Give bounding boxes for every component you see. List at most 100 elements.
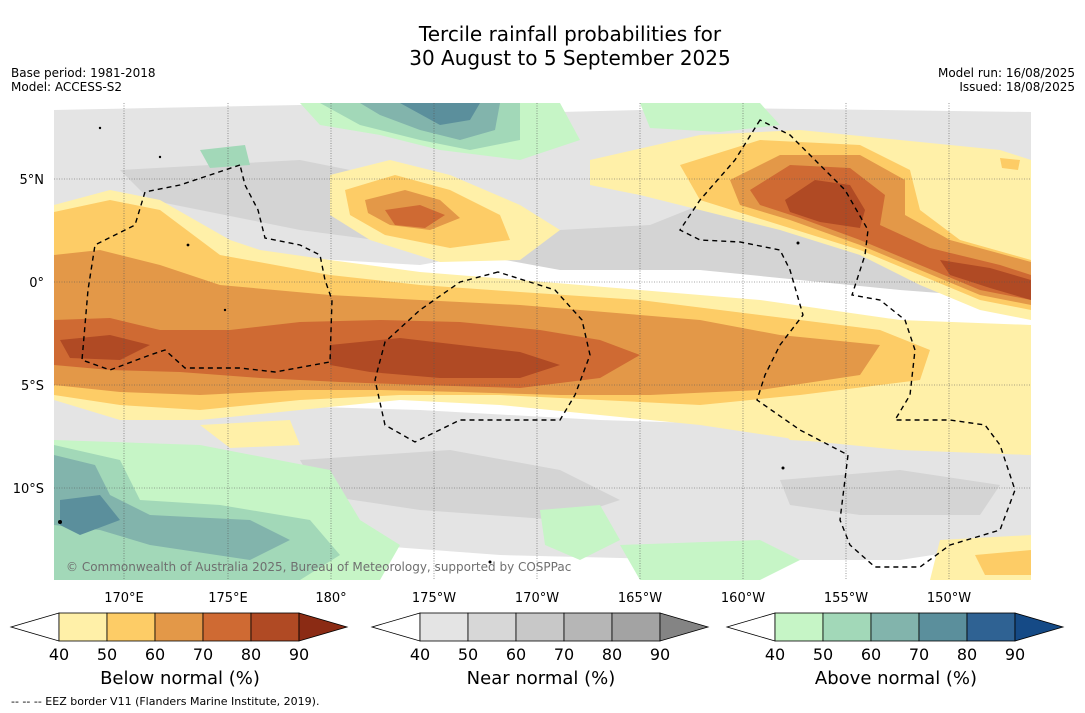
- colorbar-segment: [611, 612, 661, 642]
- model-name: Model: ACCESS-S2: [11, 80, 123, 94]
- colorbar-tick-label: 70: [554, 645, 574, 664]
- near-normal-south-inner: [300, 450, 620, 520]
- colorbar-over-triangle: [659, 612, 710, 642]
- eez-border-kiribati-line: [678, 119, 1016, 568]
- below-normal-southeast-corner-50: [975, 550, 1031, 575]
- above-normal-south-center: [620, 540, 800, 580]
- colorbar-segment: [822, 612, 872, 642]
- lon-label-160w: 160°W: [721, 591, 765, 606]
- colorbar-tick-label: 40: [410, 645, 430, 664]
- below-normal-small-east: [1000, 158, 1020, 170]
- colorbar-segment: [918, 612, 968, 642]
- lon-label-175w: 175°W: [412, 591, 456, 606]
- colorbar-segment: [467, 612, 517, 642]
- colorbar-tick-label: 50: [813, 645, 833, 664]
- lon-label-180: 180°: [315, 591, 346, 606]
- lon-label-150w: 150°W: [927, 591, 971, 606]
- colorbar-title-near: Near normal (%): [466, 668, 616, 689]
- colorbar-segment: [563, 612, 613, 642]
- below-normal-ne-80b: [940, 260, 1031, 300]
- colorbar-segment: [106, 612, 156, 642]
- lon-label-165w: 165°W: [618, 591, 662, 606]
- islands: [58, 126, 800, 564]
- base-period: Base period: 1981-2018: [11, 66, 156, 80]
- colorbar-over-triangle: [1014, 612, 1065, 642]
- colorbar-near-normal: 40 50 60 70 80 90: [370, 612, 710, 664]
- colorbar-segment: [515, 612, 565, 642]
- above-normal-small-north: [200, 145, 250, 168]
- colorbar-segment: [774, 612, 824, 642]
- colorbar-tick-label: 80: [957, 645, 977, 664]
- above-normal-southwest-3: [54, 455, 290, 560]
- colorbar-tick-label: 90: [1005, 645, 1025, 664]
- colorbar-segment: [966, 612, 1016, 642]
- colorbar-segment: [202, 612, 252, 642]
- colorbar-under-triangle: [9, 612, 60, 642]
- colorbar-under-triangle: [725, 612, 776, 642]
- colorbar-tick-label: 50: [458, 645, 478, 664]
- model-run: Model run: 16/08/2025: [937, 66, 1075, 80]
- colorbar-segment: [419, 612, 469, 642]
- above-normal-southwest-4: [60, 495, 120, 535]
- above-normal-northeast: [640, 103, 780, 132]
- island-dot: [796, 241, 800, 245]
- colorbar-tick-label: 40: [765, 645, 785, 664]
- eez-borders: [81, 119, 1016, 568]
- colorbar-tick-label: 70: [909, 645, 929, 664]
- copyright-text: © Commonwealth of Australia 2025, Bureau…: [66, 560, 571, 574]
- eez-border-kiribati-phoenix: [374, 271, 591, 443]
- lon-label-175e: 175°E: [208, 591, 248, 606]
- colorbar-tick-label: 80: [241, 645, 261, 664]
- island-dot: [781, 466, 785, 470]
- lat-label-5s: 5°S: [21, 379, 44, 394]
- island-dot: [488, 560, 492, 564]
- lon-label-170e: 170°E: [104, 591, 144, 606]
- title-line-1: Tercile rainfall probabilities for: [418, 22, 722, 46]
- above-normal-north-4: [400, 103, 480, 125]
- gridlines: [54, 103, 1031, 580]
- colorbar-tick-label: 90: [650, 645, 670, 664]
- eez-border-kiribati-gilbert: [81, 164, 333, 373]
- lat-label-0: 0°: [29, 276, 44, 291]
- meta-left: Base period: 1981-2018 Model: ACCESS-S2: [11, 66, 156, 94]
- colorbar-segment: [250, 612, 300, 642]
- colorbar-tick-label: 40: [49, 645, 69, 664]
- colorbar-tick-label: 60: [506, 645, 526, 664]
- colorbar-segment: [58, 612, 108, 642]
- colorbar-segment: [154, 612, 204, 642]
- below-normal-band-80: [330, 338, 560, 378]
- colorbar-segment: [870, 612, 920, 642]
- island-dot: [98, 126, 102, 130]
- below-normal-se-40: [760, 410, 1031, 455]
- colorbar-below-normal: 40 50 60 70 80 90: [9, 612, 349, 664]
- lat-label-5n: 5°N: [20, 173, 45, 188]
- below-normal-ne-80: [785, 180, 865, 228]
- below-normal-north-70: [385, 205, 445, 228]
- island-dot: [158, 155, 162, 159]
- colorbar-under-triangle: [370, 612, 421, 642]
- eez-footnote: -- -- -- EEZ border V11 (Flanders Marine…: [11, 695, 320, 708]
- issued-date: Issued: 18/08/2025: [959, 80, 1075, 94]
- colorbar-title-above: Above normal (%): [814, 668, 978, 689]
- lat-label-10s: 10°S: [13, 482, 44, 497]
- above-normal-south-small: [540, 505, 620, 560]
- map-field: [54, 103, 1031, 580]
- colorbar-title-below: Below normal (%): [100, 668, 260, 689]
- colorbar-tick-label: 50: [97, 645, 117, 664]
- below-normal-sw-patch: [200, 420, 300, 448]
- island-dot: [223, 308, 227, 312]
- colorbar-tick-label: 70: [193, 645, 213, 664]
- colorbar-over-triangle: [298, 612, 349, 642]
- lon-label-170w: 170°W: [515, 591, 559, 606]
- colorbar-tick-label: 60: [861, 645, 881, 664]
- below-normal-band-80b: [60, 335, 150, 360]
- colorbar-above-normal: 40 50 60 70 80 90: [725, 612, 1065, 664]
- island-dot: [186, 243, 190, 247]
- title-line-2: 30 August to 5 September 2025: [409, 46, 731, 70]
- lon-label-155w: 155°W: [824, 591, 868, 606]
- colorbar-tick-label: 90: [289, 645, 309, 664]
- colorbar-tick-label: 60: [145, 645, 165, 664]
- near-normal-southeast-inner: [780, 470, 1000, 515]
- map-title: Tercile rainfall probabilities for 30 Au…: [0, 22, 1085, 70]
